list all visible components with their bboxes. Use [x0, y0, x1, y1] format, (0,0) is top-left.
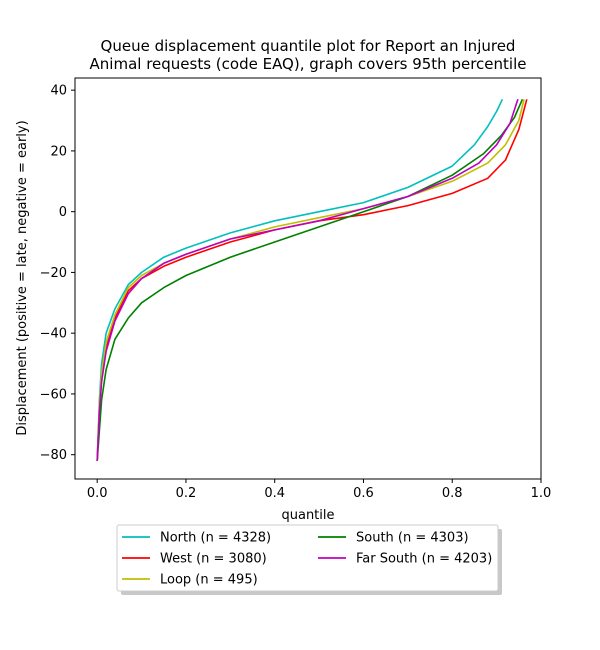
y-axis-label: Displacement (positive = late, negative …	[15, 120, 30, 435]
x-tick-label: 0.2	[176, 486, 197, 501]
y-axis-ticks: −80 −60 −40 −20 0 20 40	[40, 84, 75, 463]
x-tick-label: 0.4	[264, 486, 285, 501]
series-line-1	[96, 99, 528, 461]
series-line-0	[96, 98, 504, 461]
x-tick-label: 0.6	[353, 486, 374, 501]
chart-title-line-2: Animal requests (code EAQ), graph covers…	[90, 55, 527, 73]
x-tick-label: 0.0	[87, 486, 108, 501]
legend-label-3: South (n = 4303)	[356, 531, 469, 546]
legend: North (n = 4328) West (n = 3080) Loop (n =…	[116, 524, 502, 595]
y-tick-label: 0	[59, 205, 67, 220]
y-tick-label: 40	[50, 84, 67, 99]
y-tick-label: −20	[40, 266, 67, 281]
y-tick-label: −40	[40, 327, 67, 342]
legend-label-4: Far South (n = 4203)	[356, 552, 492, 567]
series-line-4	[96, 99, 519, 461]
series-line-2	[96, 99, 525, 461]
chart-title-line-1: Queue displacement quantile plot for Rep…	[101, 37, 516, 55]
y-tick-label: 20	[50, 144, 67, 159]
x-axis-ticks: 0.0 0.2 0.4 0.6 0.8 1.0	[87, 479, 551, 501]
series-line-3	[96, 98, 524, 461]
series-lines	[96, 98, 528, 461]
plot-area-frame	[74, 77, 542, 480]
legend-label-2: Loop (n = 495)	[160, 573, 258, 588]
chart-title: Queue displacement quantile plot for Rep…	[90, 37, 527, 73]
legend-label-1: West (n = 3080)	[160, 552, 267, 567]
y-tick-label: −80	[40, 448, 67, 463]
x-tick-label: 1.0	[531, 486, 552, 501]
y-tick-label: −60	[40, 387, 67, 402]
x-axis-label: quantile	[281, 508, 334, 523]
legend-label-0: North (n = 4328)	[160, 531, 271, 546]
x-tick-label: 0.8	[442, 486, 463, 501]
